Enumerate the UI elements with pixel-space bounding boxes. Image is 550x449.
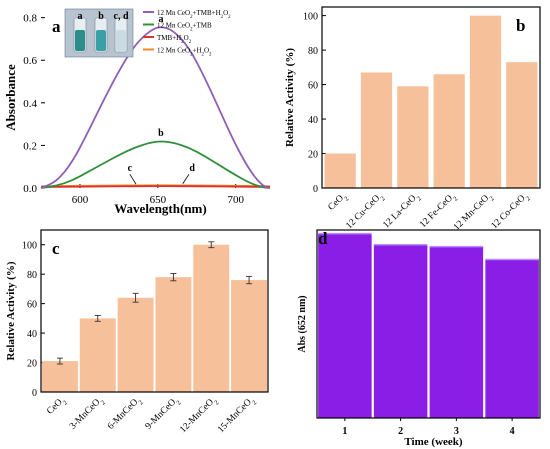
inset-label-b: b (98, 11, 104, 22)
panel-a-letter: a (52, 17, 61, 36)
panel-c-y-axis-label: Relative Activity (%) (5, 261, 17, 360)
legend-entry-a: 12 Mn CeO2+TMB+H2O2 (157, 9, 231, 20)
panel-a-curve-label-b: b (158, 128, 164, 139)
panel-c-bar (79, 318, 116, 392)
panel-a-curve-pointer-c (129, 173, 137, 185)
panel-a-y-tick-label: 0.4 (23, 98, 37, 110)
panel-a-curve-label-c: c (128, 163, 133, 174)
panel-a-series-line-b (40, 140, 271, 189)
panel-c-bar (193, 244, 230, 392)
panel-d-y-axis-label: Abs (652 nm) (297, 295, 308, 352)
panel-b-bar (506, 62, 538, 188)
panel-b-letter: b (516, 16, 525, 35)
panel-d-x-tick-label: 1 (342, 426, 347, 437)
panel-b-bar (360, 72, 393, 188)
legend-entry-d: 12 Mn CeO2+H2O2 (157, 47, 212, 58)
panel-c-bar (155, 277, 192, 392)
panel-b-bar (433, 74, 465, 188)
panel-c-plot-frame (40, 229, 269, 393)
inset-label-a: a (78, 11, 83, 22)
panel-b-y-tick-label: 0 (313, 184, 318, 195)
panel-c-bar (41, 361, 78, 392)
panel-c-y-tick-label: 60 (27, 300, 37, 311)
panel-c-y-tick-label: 0 (32, 388, 37, 399)
panel-d-letter: d (318, 229, 328, 248)
panel-a-inset-photo: a b c, d (64, 8, 134, 58)
panel-d-bar (485, 259, 539, 418)
panel-a-x-tick-label: 700 (227, 194, 244, 206)
panel-a-curve-label-a: a (158, 14, 163, 25)
panel-d-x-tick-label: 2 (398, 426, 403, 437)
panel-c-y-tick-label: 40 (27, 329, 37, 340)
panel-b-bar (324, 153, 356, 188)
panel-a-curve-label-d: d (189, 163, 195, 174)
panel-d-stability: 1 2 3 4 Time (week) Abs (652 nm) d (297, 229, 541, 448)
panel-a-y-tick-label: 0.6 (23, 55, 37, 67)
panel-a-x-tick-label: 600 (72, 194, 89, 206)
inset-vial-liquid-1 (75, 30, 85, 51)
panel-b-y-tick-label: 100 (303, 12, 318, 23)
inset-vial-liquid-2 (96, 30, 106, 51)
panel-d-bar (318, 233, 372, 418)
panel-d-bar (429, 246, 484, 418)
panel-c-letter: c (52, 239, 60, 258)
panel-b-bar (469, 15, 502, 188)
panel-b-y-tick-label: 60 (308, 81, 318, 92)
panel-a-series-line-a (40, 26, 271, 189)
panel-d-plot-frame (316, 229, 541, 419)
panel-a-y-axis-label: Absorbance (3, 64, 18, 131)
inset-label-cd: c, d (114, 11, 129, 22)
panel-a-x-tick-label: 650 (150, 194, 167, 206)
panel-b-plot-frame (321, 6, 541, 189)
panel-c-y-tick-label: 20 (27, 359, 37, 370)
panel-a-x-axis-label: Wavelength(nm) (114, 201, 206, 216)
panel-b-y-tick-label: 80 (308, 46, 318, 57)
panel-a-y-tick-label: 0.0 (23, 183, 37, 195)
panel-a-legend: 12 Mn CeO2+TMB+H2O2 12 Mn CeO2+TMBTMB+H2O… (143, 9, 231, 57)
panel-d-x-tick-label: 3 (454, 426, 459, 437)
panel-a-series-line-c (40, 185, 271, 188)
panel-c-bar (117, 297, 154, 392)
panel-b-y-tick-label: 40 (308, 115, 318, 126)
panel-a-y-tick-label: 0.2 (23, 140, 37, 152)
panel-a-absorbance-spectra: 0.0 0.2 0.4 0.6 0.8 600 650 700 Wavelength(nm) Ab… (3, 8, 271, 216)
legend-entry-b: 12 Mn CeO2+TMB (157, 22, 212, 33)
panel-d-x-axis-label: Time (week) (404, 436, 462, 448)
panel-b-y-tick-label: 20 (308, 150, 318, 161)
inset-vial-liquid-3 (116, 30, 126, 51)
legend-entry-c: TMB+H2O2 (157, 34, 192, 45)
panel-d-bar (373, 244, 428, 418)
panel-b-bar (397, 86, 429, 188)
panel-a-y-tick-label: 0.8 (23, 13, 37, 25)
panel-a-curve-pointer-d (182, 173, 190, 184)
panel-b-y-axis-label: Relative Activity (%) (284, 48, 296, 147)
panel-c-bar (231, 280, 268, 392)
panel-d-x-tick-label: 4 (510, 426, 515, 437)
panel-c-y-tick-label: 80 (27, 270, 37, 281)
panel-c-y-tick-label: 100 (22, 241, 37, 252)
